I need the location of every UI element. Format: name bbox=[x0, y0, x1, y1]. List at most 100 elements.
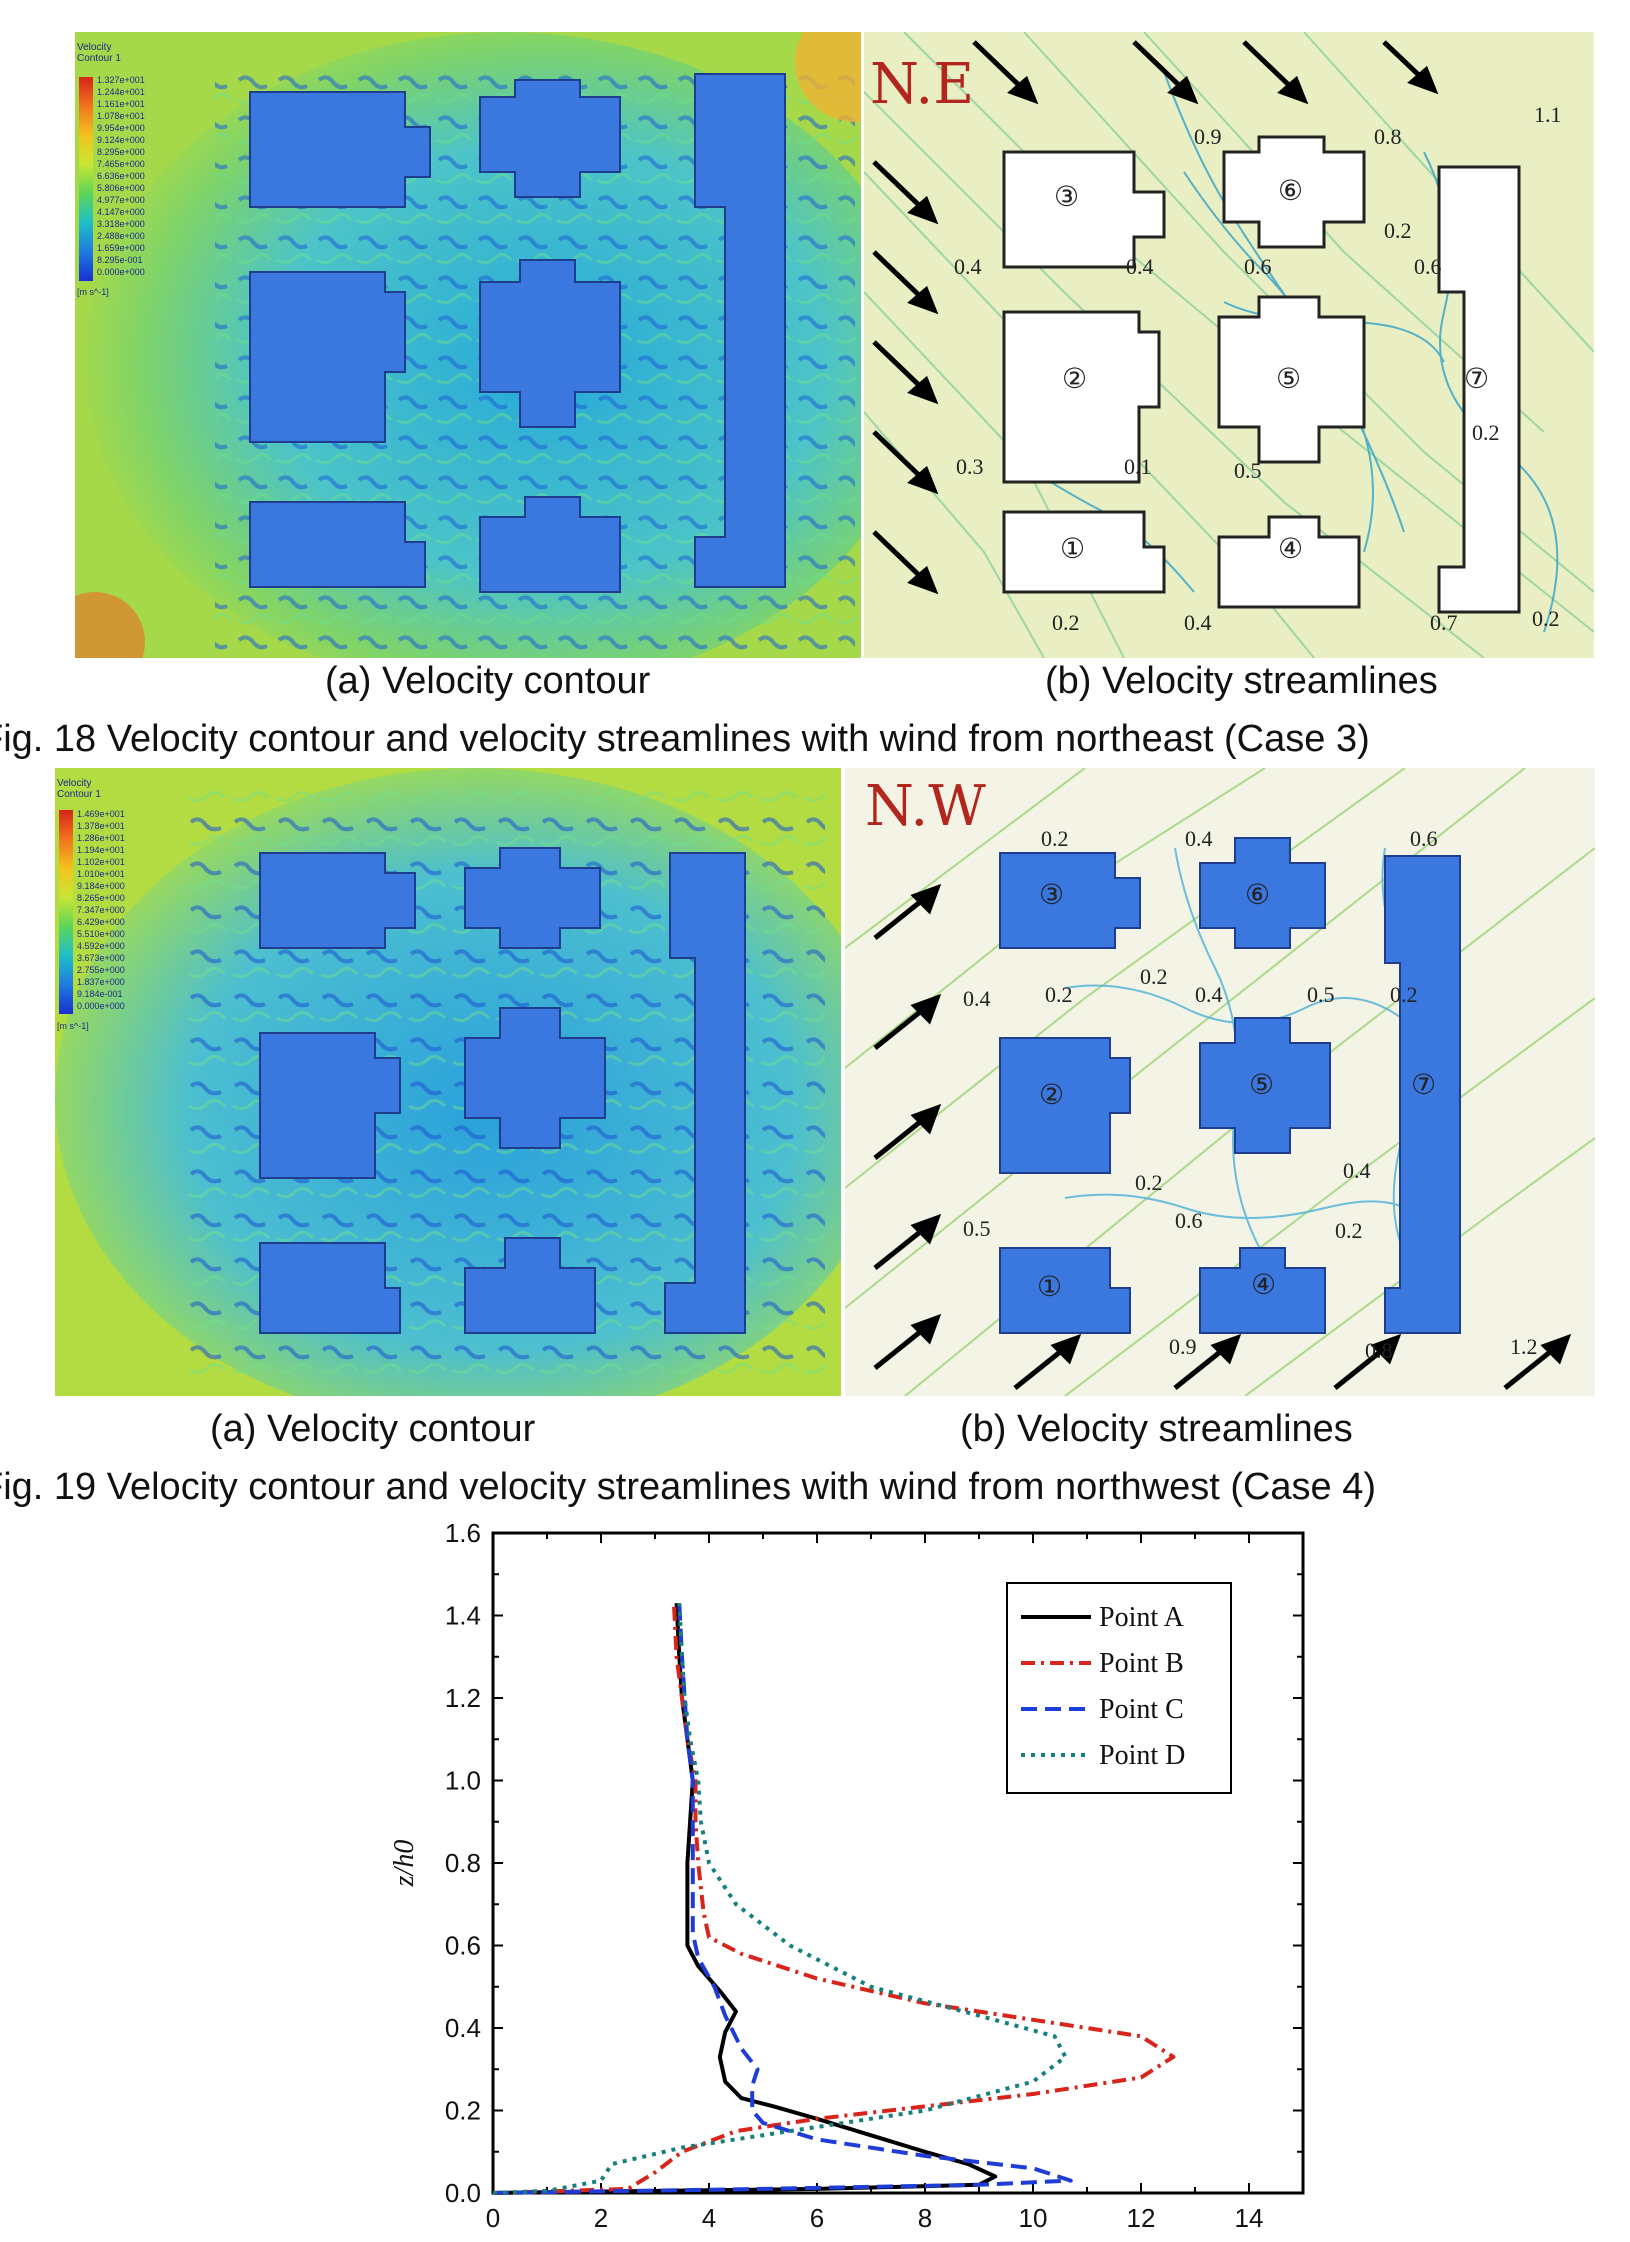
fig19-legend-value: 3.673e+000 bbox=[77, 953, 125, 963]
fig18-value-label: 0.2 bbox=[1052, 610, 1080, 635]
fig18-value-label: 0.4 bbox=[1126, 254, 1154, 279]
fig18-building-label: ③ bbox=[1054, 180, 1080, 213]
fig19-value-label: 0.2 bbox=[1041, 826, 1069, 851]
fig19-legend-values: 1.469e+001 1.378e+001 1.286e+001 1.194e+001… bbox=[77, 808, 125, 1012]
y-tick-label: 1.6 bbox=[445, 1520, 481, 1548]
fig19-value-label: 0.4 bbox=[963, 986, 991, 1011]
fig19-legend-value: 9.184e+000 bbox=[77, 881, 125, 891]
x-tick-label: 12 bbox=[1127, 2203, 1156, 2233]
fig18-legend-value: 8.295e-001 bbox=[97, 255, 143, 265]
fig19-legend-value: 5.510e+000 bbox=[77, 929, 125, 939]
fig19-building-label: ④ bbox=[1251, 1268, 1277, 1301]
x-tick-label: 10 bbox=[1019, 2203, 1048, 2233]
fig19-value-label: 0.2 bbox=[1335, 1218, 1363, 1243]
fig19-value-label: 0.9 bbox=[1169, 1334, 1197, 1359]
fig18-legend-value: 4.977e+000 bbox=[97, 195, 145, 205]
fig19-building-label: ⑥ bbox=[1245, 878, 1271, 911]
fig19-legend-value: 1.010e+001 bbox=[77, 869, 125, 879]
fig18-velocity-contour-image: Velocity Contour 1 1.327e+001 1.244e+001 1.… bbox=[75, 32, 861, 658]
y-tick-label: 1.4 bbox=[445, 1601, 481, 1631]
fig18-legend-value: 4.147e+000 bbox=[97, 207, 145, 217]
y-tick-label: 0.2 bbox=[445, 2096, 481, 2126]
fig19-value-label: 0.4 bbox=[1195, 982, 1223, 1007]
fig18-value-label: 0.8 bbox=[1374, 124, 1402, 149]
fig19-legend-value: 1.837e+000 bbox=[77, 977, 125, 987]
fig18-value-label: 0.4 bbox=[954, 254, 982, 279]
fig18-value-label: 0.5 bbox=[1234, 458, 1262, 483]
x-tick-label: 8 bbox=[918, 2203, 932, 2233]
fig18-legend-value: 2.488e+000 bbox=[97, 231, 145, 241]
fig19-velocity-contour-image: Velocity Contour 1 1.469e+001 1.378e+001 1.… bbox=[55, 768, 841, 1396]
fig19-value-label: 0.2 bbox=[1140, 964, 1168, 989]
fig18-building-label: ② bbox=[1062, 362, 1088, 395]
fig19-value-label: 0.5 bbox=[1307, 982, 1335, 1007]
fig19-legend-value: 9.184e-001 bbox=[77, 989, 123, 999]
legend-entry: Point A bbox=[1099, 1602, 1185, 1633]
legend-entry: Point C bbox=[1099, 1694, 1184, 1725]
fig18-value-label: 0.2 bbox=[1472, 420, 1500, 445]
y-axis-label: z/h0 bbox=[389, 1840, 420, 1888]
fig19-value-label: 0.4 bbox=[1343, 1158, 1371, 1183]
fig19-building-label: ⑦ bbox=[1411, 1068, 1437, 1101]
fig18-value-label: 0.6 bbox=[1414, 254, 1442, 279]
fig19-legend-value: 7.347e+000 bbox=[77, 905, 125, 915]
fig18-legend-values: 1.327e+001 1.244e+001 1.161e+001 1.078e+001… bbox=[97, 74, 145, 278]
x-axis-label: k bbox=[892, 2239, 905, 2242]
fig19-legend-value: 1.194e+001 bbox=[77, 845, 125, 855]
fig19-legend-value: 8.265e+000 bbox=[77, 893, 125, 903]
fig18-value-label: 0.1 bbox=[1124, 454, 1152, 479]
fig19-subcaption-a: (a) Velocity contour bbox=[210, 1408, 536, 1450]
fig19-value-label: 0.5 bbox=[963, 1216, 991, 1241]
fig19-legend-value: 1.378e+001 bbox=[77, 821, 125, 831]
fig18-building-label: ④ bbox=[1278, 532, 1304, 565]
series-line-point-c bbox=[492, 1602, 1073, 2195]
fig18-building-label: ⑤ bbox=[1276, 362, 1302, 395]
y-tick-label: 1.0 bbox=[445, 1766, 481, 1796]
fig19-legend-value: 0.000e+000 bbox=[77, 1001, 125, 1011]
y-tick-label: 1.2 bbox=[445, 1683, 481, 1713]
fig19-legend-value: 1.286e+001 bbox=[77, 833, 125, 843]
fig18-value-label: 0.4 bbox=[1184, 610, 1212, 635]
fig19-value-label: 0.2 bbox=[1390, 982, 1418, 1007]
y-tick-label: 0.4 bbox=[445, 2013, 481, 2043]
y-tick-label: 0.8 bbox=[445, 1848, 481, 1878]
fig19-building-label: ⑤ bbox=[1249, 1068, 1275, 1101]
fig18-legend-value: 6.636e+000 bbox=[97, 171, 145, 181]
fig18-legend-value: 1.244e+001 bbox=[97, 87, 145, 97]
x-tick-label: 0 bbox=[486, 2203, 500, 2233]
fig18-building-label: ① bbox=[1060, 532, 1086, 565]
fig19-contour-field bbox=[55, 768, 841, 1396]
fig18-legend-value: 3.318e+000 bbox=[97, 219, 145, 229]
fig18-velocity-streamlines-image: N.E 0.9 0.8 1.1 0.2 0.4 0.4 0.6 0.6 0.2 … bbox=[864, 32, 1594, 658]
x-tick-label: 6 bbox=[810, 2203, 824, 2233]
fig19-value-label: 0.2 bbox=[1045, 982, 1073, 1007]
fig19-value-label: 0.2 bbox=[1135, 1170, 1163, 1195]
fig18-legend-value: 7.465e+000 bbox=[97, 159, 145, 169]
fig18-legend-value: 1.659e+000 bbox=[97, 243, 145, 253]
fig19-compass-label: N.W bbox=[865, 774, 986, 839]
fig18-legend-value: 9.124e+000 bbox=[97, 135, 145, 145]
fig19-building-label: ① bbox=[1037, 1270, 1063, 1303]
legend-entry: Point D bbox=[1099, 1740, 1185, 1771]
fig18-contour-field bbox=[75, 32, 861, 658]
fig19-legend-value: 4.592e+000 bbox=[77, 941, 125, 951]
fig18-building-label: ⑥ bbox=[1278, 174, 1304, 207]
fig19-caption: Fig. 19 Velocity contour and velocity st… bbox=[0, 1466, 1377, 1508]
x-tick-label: 4 bbox=[702, 2203, 716, 2233]
fig18-legend-value: 9.954e+000 bbox=[97, 123, 145, 133]
fig18-legend-value: 0.000e+000 bbox=[97, 267, 145, 277]
fig18-streamline-field bbox=[864, 32, 1594, 658]
x-tick-label: 14 bbox=[1235, 2203, 1264, 2233]
fig18-legend-unit: [m s^-1] bbox=[77, 287, 109, 297]
fig18-value-label: 0.2 bbox=[1532, 606, 1560, 631]
series-line-point-a bbox=[492, 1602, 998, 2195]
fig18-legend-title: Velocity Contour 1 bbox=[77, 42, 121, 64]
fig19-streamline-field bbox=[845, 768, 1595, 1396]
series-line-point-b bbox=[492, 1602, 1176, 2195]
fig19-legend-value: 6.429e+000 bbox=[77, 917, 125, 927]
fig19-legend-unit: [m s^-1] bbox=[57, 1021, 89, 1031]
fig18-value-label: 0.9 bbox=[1194, 124, 1222, 149]
fig18-value-label: 1.1 bbox=[1534, 102, 1562, 127]
series-line-point-d bbox=[492, 1602, 1068, 2195]
y-tick-label: 0.0 bbox=[445, 2178, 481, 2208]
